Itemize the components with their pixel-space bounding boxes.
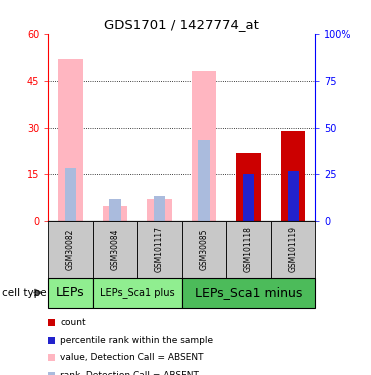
Bar	[236, 153, 261, 221]
Bar	[65, 168, 76, 221]
Bar	[147, 200, 172, 221]
Text: GSM101119: GSM101119	[289, 226, 298, 272]
Text: percentile rank within the sample: percentile rank within the sample	[60, 336, 214, 345]
Bar	[226, 221, 271, 278]
Text: count: count	[60, 318, 86, 327]
Bar	[243, 174, 254, 221]
Bar	[182, 221, 226, 278]
Title: GDS1701 / 1427774_at: GDS1701 / 1427774_at	[104, 18, 259, 31]
Bar	[109, 200, 121, 221]
Text: GSM101117: GSM101117	[155, 226, 164, 272]
Bar	[48, 278, 93, 308]
Bar	[103, 206, 127, 221]
Bar	[48, 221, 93, 278]
Text: GSM101118: GSM101118	[244, 226, 253, 272]
Bar	[58, 59, 83, 221]
Bar	[154, 196, 165, 221]
Bar	[192, 71, 216, 221]
Text: rank, Detection Call = ABSENT: rank, Detection Call = ABSENT	[60, 371, 199, 375]
Bar	[281, 130, 305, 221]
Text: LEPs: LEPs	[56, 286, 85, 299]
Text: cell type: cell type	[2, 288, 46, 297]
Text: GSM30085: GSM30085	[200, 229, 209, 270]
Text: LEPs_Sca1 plus: LEPs_Sca1 plus	[100, 287, 175, 298]
Bar	[93, 278, 182, 308]
Bar	[182, 278, 315, 308]
Text: value, Detection Call = ABSENT: value, Detection Call = ABSENT	[60, 353, 204, 362]
Text: GSM30084: GSM30084	[111, 229, 119, 270]
Bar	[271, 221, 315, 278]
Bar	[288, 171, 299, 221]
Bar	[137, 221, 182, 278]
Bar	[198, 140, 210, 221]
Text: LEPs_Sca1 minus: LEPs_Sca1 minus	[195, 286, 302, 299]
Text: GSM30082: GSM30082	[66, 229, 75, 270]
Bar	[93, 221, 137, 278]
